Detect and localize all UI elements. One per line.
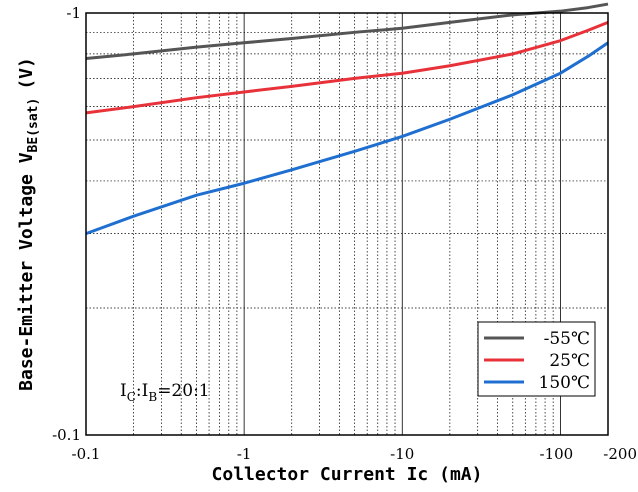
series-line-1	[85, 21, 609, 115]
y-axis-title-main: Base-Emitter Voltage V	[16, 152, 37, 391]
x-tick-label-0: -0.1	[72, 445, 101, 463]
minor-grid	[86, 13, 609, 435]
series-line-0	[85, 2, 609, 61]
x-tick-label-4: -200	[603, 445, 637, 463]
y-tick-label-0: -1	[66, 4, 81, 22]
y-tick-labels: -1 -0.1	[52, 4, 81, 444]
legend-label-0: -55℃	[544, 329, 590, 349]
y-axis-title-sub: BE(sat)	[26, 98, 41, 153]
ratio-annotation: IC:IB=20:1	[120, 381, 210, 404]
y-axis-title-unit: (V)	[16, 57, 37, 90]
x-tick-label-2: -10	[390, 445, 414, 463]
y-tick-label-1: -0.1	[52, 426, 81, 444]
plot-frame	[85, 12, 609, 436]
x-tick-label-1: -1	[237, 445, 252, 463]
legend-label-2: 150℃	[539, 373, 590, 393]
x-tick-label-3: -100	[540, 445, 574, 463]
x-axis-title: Collector Current Ic (mA)	[212, 464, 483, 485]
series-line-2	[85, 41, 609, 236]
series-layer	[85, 2, 609, 236]
legend-label-1: 25℃	[549, 351, 590, 371]
x-tick-labels: -0.1 -1 -10 -100 -200	[72, 445, 637, 463]
y-axis-title: Base-Emitter Voltage VBE(sat) (V)	[16, 57, 41, 391]
